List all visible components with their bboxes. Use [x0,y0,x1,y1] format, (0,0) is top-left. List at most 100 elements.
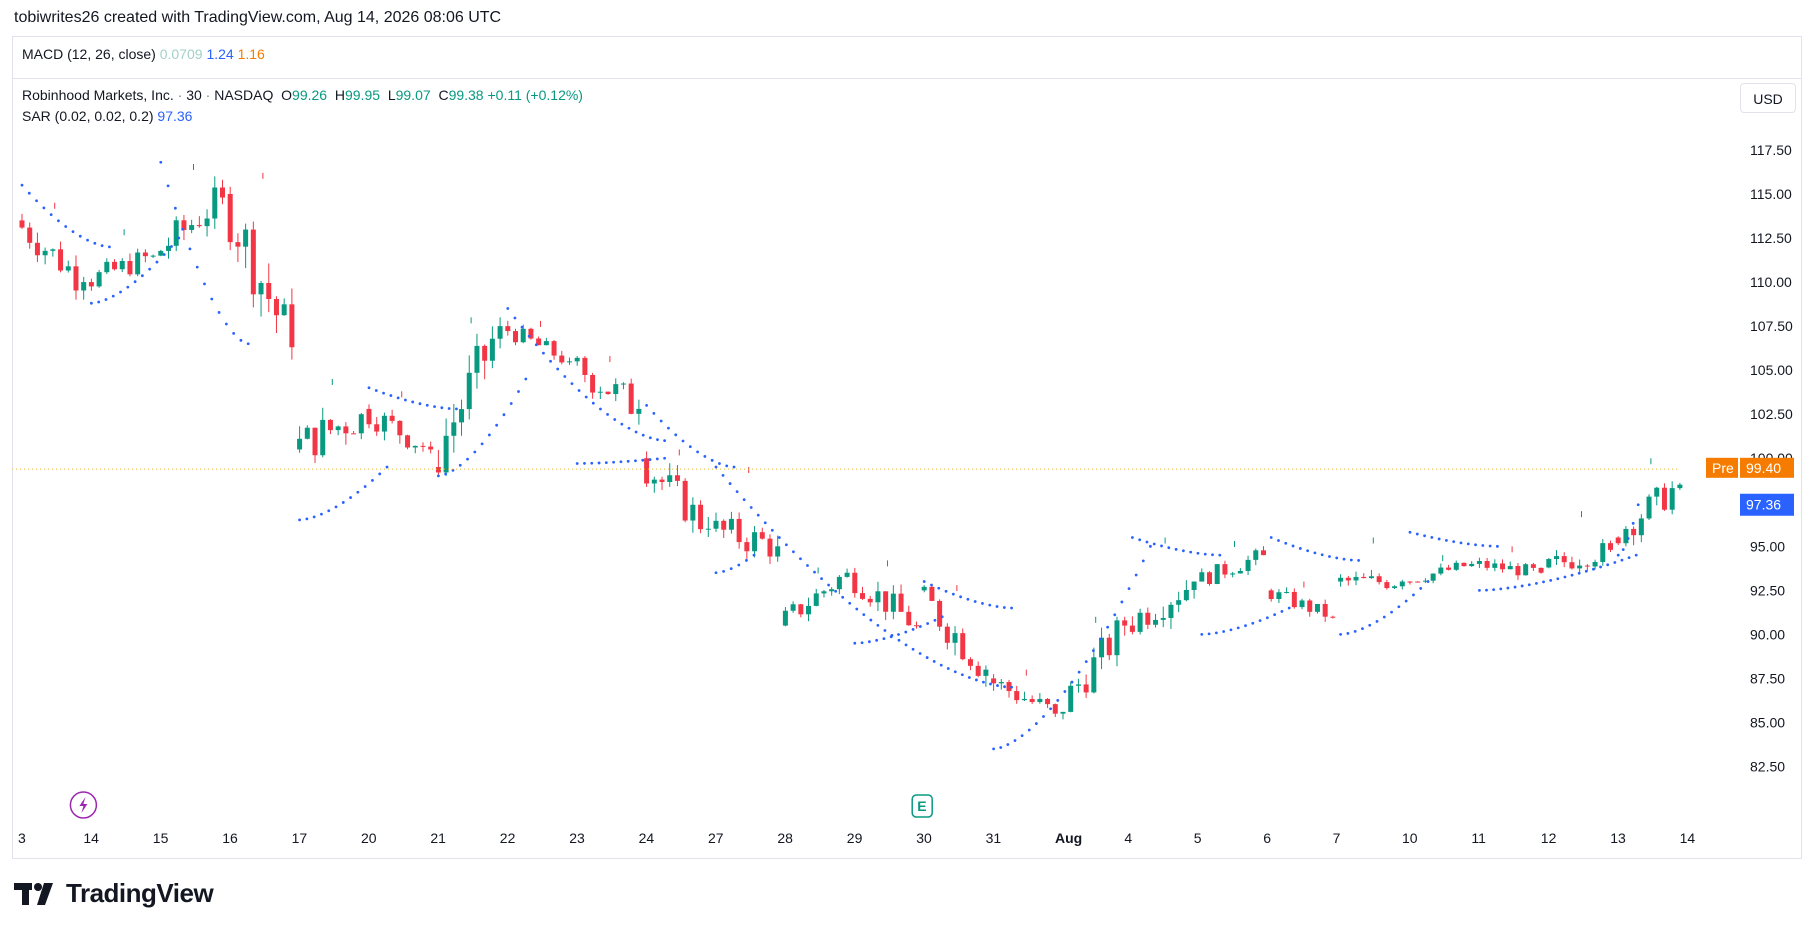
sar-dot [404,398,407,402]
candle-body [705,528,711,530]
candle-body [1384,582,1390,589]
sar-dot [509,402,513,405]
sar-dot [111,294,115,298]
sar-dot [606,413,609,416]
candle-body [1607,543,1613,550]
candle-body [127,260,133,275]
sar-dot [1152,542,1156,546]
sar-dot [1167,546,1171,550]
sar-dot [224,322,228,326]
candle-body [1075,684,1081,686]
sar-dot [855,607,859,611]
low-label: L [387,87,396,103]
candle-body [628,383,634,414]
sar-dot [703,455,707,458]
sar-dot [862,613,866,617]
sar-dot [126,285,130,289]
sar-dot [1313,551,1317,555]
sar-label: SAR (0.02, 0.02, 0.2) [22,108,154,124]
sar-dot [1616,553,1620,557]
sar-dot [911,628,915,631]
macd-legend[interactable]: MACD (12, 26, close) 0.0709 1.24 1.16 [22,46,265,62]
candle-body [937,600,943,627]
macd-histogram-value: 0.0709 [159,46,203,62]
sar-dot [591,401,595,405]
x-tick-label: 13 [1610,830,1626,846]
x-tick-label: 14 [83,830,99,846]
candle-body [960,633,966,660]
candle-body [466,372,472,410]
sar-dot [967,676,971,679]
candle-body [782,610,788,626]
x-tick-label: 28 [777,830,793,846]
candle-body [636,408,642,414]
candle-body [528,328,534,339]
sar-dot [652,412,656,415]
x-tick-label: 10 [1402,830,1418,846]
sar-dot [799,557,802,561]
sar-dot [904,643,908,647]
y-tick-label: 112.50 [1750,230,1792,246]
sar-dot [425,403,429,407]
sar-dot [939,663,943,667]
candle-body [1422,580,1428,582]
candle-body [1399,581,1405,587]
candle-body [1453,562,1459,570]
sar-dot [104,298,108,301]
candle-body [1368,576,1374,579]
y-tick-label: 115.00 [1750,186,1792,202]
candle-body [736,518,742,543]
candle-body [1476,561,1482,564]
sar-dot [86,238,89,242]
candle-body [829,589,835,592]
sar-dot [641,458,645,462]
candle-body [944,626,950,643]
sar-dot [455,407,458,411]
candle-body [1461,562,1467,567]
candle-body [536,338,542,346]
candle-body [405,435,411,448]
candle-body [1021,698,1027,701]
candle-body [759,532,765,539]
sar-dot [645,403,648,407]
sar-dot [688,445,692,449]
candle-body [489,338,495,361]
candle-body [566,361,572,363]
sar-dot [1298,547,1302,550]
candle-body [1045,698,1051,705]
candle-body [1661,487,1667,510]
sar-dot [853,641,857,645]
sar-dot [827,583,831,587]
candle-body [212,187,218,219]
candle-body [343,426,349,434]
sar-dot [166,184,170,188]
x-tick-label: 6 [1263,830,1271,846]
sar-dot [583,462,586,465]
candle-body [1569,562,1575,569]
sar-dot [940,615,944,619]
sar-dot [681,439,685,443]
sar-dot [1214,631,1218,635]
sar-dot [1423,534,1426,538]
sar-dot [1160,544,1163,548]
sar-dot [613,418,617,421]
sar-dot [1492,588,1496,592]
currency-button[interactable]: USD [1740,83,1796,113]
candle-body [1523,564,1529,576]
candle-body [1230,573,1236,575]
sar-dot [71,230,75,234]
symbol-legend[interactable]: Robinhood Markets, Inc. · 30 · NASDAQ O9… [22,87,583,103]
sar-dot [1474,543,1477,547]
candle-body [559,355,565,363]
earnings-icon[interactable] [911,794,933,818]
macd-label: MACD (12, 26, close) [22,46,156,62]
candle-body [27,227,33,243]
sar-dot [1335,556,1339,560]
sar-dot [524,377,528,381]
sar-dot [904,630,908,634]
sar-dot [995,605,999,608]
x-tick-label: 5 [1194,830,1202,846]
sar-legend[interactable]: SAR (0.02, 0.02, 0.2) 97.36 [22,108,192,124]
sar-dot [1013,739,1017,742]
